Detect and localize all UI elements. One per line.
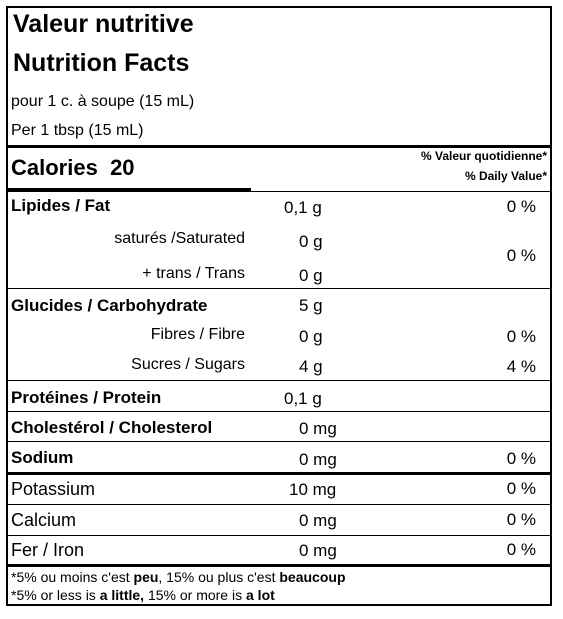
nutrient-protein-label: Protéines / Protein [11,388,162,407]
rule-divider [8,288,550,289]
nutrient-carbohydrate-label: Glucides / Carbohydrate [11,296,208,315]
nutrient-saturated-amount: 0 g [299,232,323,251]
nutrient-sugars-amount: 4 g [299,357,323,376]
rule-divider [8,191,550,192]
footnote-english: *5% or less is a little, 15% or more is … [11,587,275,603]
rule-thick [8,564,550,567]
nutrient-calcium-dv: 0 % [506,510,536,529]
nutrient-fibre-dv: 0 % [506,327,536,346]
rule-divider [8,380,550,381]
nutrient-fat-amount: 0,1 g [284,198,322,217]
rule-thick [8,472,550,475]
nutrient-potassium-label: Potassium [11,479,96,499]
nutrient-sodium-label: Sodium [11,448,74,467]
daily-value-header-french: % Valeur quotidienne* [420,149,547,163]
title-english: Nutrition Facts [13,49,190,77]
serving-size-english: Per 1 tbsp (15 mL) [11,122,144,139]
daily-value-header-english: % Daily Value* [464,169,547,183]
nutrient-saturated-trans-dv: 0 % [506,246,536,265]
nutrient-trans-label: + trans / Trans [142,265,245,282]
nutrient-sugars-label: Sucres / Sugars [131,356,245,373]
rule-divider [8,504,550,505]
nutrient-iron-label: Fer / Iron [11,540,85,560]
calories-row: Calories 20 [11,155,135,181]
nutrition-facts-table: Valeur nutritive Nutrition Facts pour 1 … [6,6,552,606]
nutrient-iron-dv: 0 % [506,540,536,559]
rule-thick [8,145,550,148]
nutrient-potassium-amount: 10 mg [289,480,337,499]
nutrient-cholesterol-amount: 0 mg [299,419,337,438]
footnote-french: *5% ou moins c'est peu, 15% ou plus c'es… [11,569,346,585]
rule-divider [8,441,550,442]
nutrient-carbohydrate-amount: 5 g [299,296,323,315]
nutrient-iron-amount: 0 mg [299,541,337,560]
nutrient-fat-dv: 0 % [506,197,536,216]
nutrient-fat-label: Lipides / Fat [11,196,111,215]
nutrient-potassium-dv: 0 % [506,479,536,498]
rule-calories [8,188,251,191]
title-french: Valeur nutritive [13,10,194,38]
calories-label: Calories [11,155,98,180]
nutrient-saturated-label: saturés /Saturated [114,230,245,247]
nutrient-sodium-amount: 0 mg [299,450,337,469]
nutrient-calcium-amount: 0 mg [299,511,337,530]
nutrient-fibre-label: Fibres / Fibre [150,326,245,343]
nutrient-cholesterol-label: Cholestérol / Cholesterol [11,418,213,437]
nutrient-protein-amount: 0,1 g [284,389,322,408]
nutrient-sugars-dv: 4 % [506,357,536,376]
rule-divider [8,535,550,536]
nutrient-fibre-amount: 0 g [299,327,323,346]
calories-value: 20 [110,155,135,180]
serving-size-french: pour 1 c. à soupe (15 mL) [11,93,195,110]
nutrient-sodium-dv: 0 % [506,449,536,468]
nutrient-calcium-label: Calcium [11,510,77,530]
rule-divider [8,411,550,412]
nutrient-trans-amount: 0 g [299,266,323,285]
